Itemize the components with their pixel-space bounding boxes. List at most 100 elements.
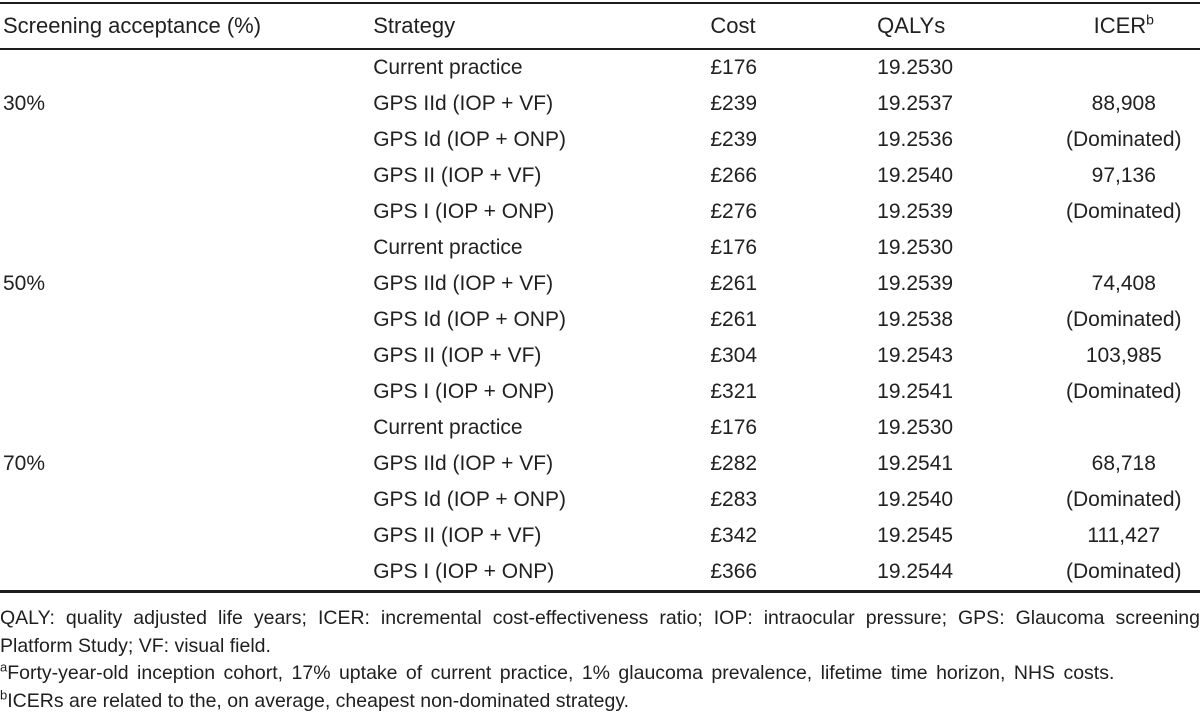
- screening-acceptance-cell: [0, 554, 373, 592]
- table-row: GPS I (IOP + ONP) £366 19.2544 (Dominated): [0, 554, 1200, 592]
- strategy-cell: GPS Id (IOP + ONP): [373, 128, 566, 151]
- table-row: 30% GPS IId (IOP + VF) £239 19.2537 88,908: [0, 86, 1200, 122]
- qalys-cell: 19.2541: [877, 452, 954, 475]
- qalys-cell: 19.2536: [877, 128, 954, 151]
- cost-cell: £261: [710, 308, 758, 331]
- icer-cell: (Dominated): [1066, 128, 1182, 151]
- col-header-icer: ICERb: [1065, 3, 1200, 50]
- qalys-cell: 19.2540: [877, 164, 954, 187]
- qalys-cell: 19.2545: [877, 524, 954, 547]
- icer-cell: [1066, 410, 1200, 446]
- strategy-cell: GPS Id (IOP + ONP): [373, 488, 566, 511]
- strategy-cell: Current practice: [373, 416, 523, 439]
- table-row: GPS II (IOP + VF) £304 19.2543 103,985: [0, 338, 1200, 374]
- qalys-cell: 19.2530: [877, 236, 954, 259]
- screening-acceptance-cell: [0, 230, 373, 266]
- icer-cell: [1066, 49, 1200, 86]
- strategy-cell: Current practice: [373, 236, 523, 259]
- footnote-a-marker: a: [0, 659, 8, 675]
- cost-cell: £342: [710, 524, 758, 547]
- qalys-cell: 19.2540: [877, 488, 954, 511]
- icer-footnote-marker: b: [1146, 11, 1154, 28]
- screening-acceptance-cell: [0, 122, 373, 158]
- cost-cell: £266: [710, 164, 758, 187]
- cost-cell: £176: [710, 56, 758, 79]
- strategy-cell: GPS Id (IOP + ONP): [373, 308, 566, 331]
- screening-acceptance-cell: 70%: [3, 452, 46, 475]
- cost-cell: £239: [710, 92, 758, 115]
- screening-acceptance-cell: [0, 482, 373, 518]
- table-row: GPS I (IOP + ONP) £276 19.2539 (Dominated): [0, 194, 1200, 230]
- footnote-a-text: Forty-year-old inception cohort, 17% upt…: [7, 662, 1115, 684]
- strategy-cell: GPS I (IOP + ONP): [373, 200, 555, 223]
- qalys-cell: 19.2544: [877, 560, 954, 583]
- footnote-a: aForty-year-old inception cohort, 17% up…: [0, 660, 1200, 688]
- strategy-cell: GPS II (IOP + VF): [373, 524, 542, 547]
- cost-cell: £176: [710, 236, 758, 259]
- strategy-cell: GPS IId (IOP + VF): [373, 272, 554, 295]
- qalys-cell: 19.2539: [877, 272, 954, 295]
- footnote-abbreviations: QALY: quality adjusted life years; ICER:…: [0, 607, 1200, 657]
- icer-cell: 68,718: [1091, 452, 1156, 475]
- table-header-row: Screening acceptance (%) Strategy Cost Q…: [0, 3, 1200, 50]
- cost-cell: £321: [710, 380, 758, 403]
- qalys-cell: 19.2538: [877, 308, 954, 331]
- table-row: GPS I (IOP + ONP) £321 19.2541 (Dominated): [0, 374, 1200, 410]
- icer-cell: [1066, 230, 1200, 266]
- col-header-qalys: QALYs: [877, 3, 1066, 50]
- strategy-cell: GPS II (IOP + VF): [373, 344, 542, 367]
- screening-acceptance-cell: [0, 518, 373, 554]
- footnote-b-text: ICERs are related to the, on average, ch…: [7, 689, 630, 712]
- cost-cell: £282: [710, 452, 758, 475]
- icer-cell: (Dominated): [1066, 308, 1182, 331]
- screening-acceptance-cell: [0, 410, 373, 446]
- qalys-cell: 19.2541: [877, 380, 954, 403]
- qalys-cell: 19.2530: [877, 416, 954, 439]
- cost-cell: £304: [710, 344, 758, 367]
- table-row: 70% GPS IId (IOP + VF) £282 19.2541 68,718: [0, 446, 1200, 482]
- strategy-cell: Current practice: [373, 56, 523, 79]
- col-header-strategy: Strategy: [373, 3, 711, 50]
- cost-cell: £176: [710, 416, 758, 439]
- strategy-cell: GPS IId (IOP + VF): [373, 92, 554, 115]
- screening-acceptance-cell: [0, 194, 373, 230]
- screening-acceptance-cell: [0, 338, 373, 374]
- icer-cell: 88,908: [1091, 92, 1156, 115]
- col-header-cost: Cost: [710, 3, 878, 50]
- qalys-cell: 19.2539: [877, 200, 954, 223]
- table-row: GPS II (IOP + VF) £266 19.2540 97,136: [0, 158, 1200, 194]
- footnote-b-marker: b: [0, 687, 8, 702]
- table-row: Current practice £176 19.2530: [0, 230, 1200, 266]
- table-row: 50% GPS IId (IOP + VF) £261 19.2539 74,408: [0, 266, 1200, 302]
- cost-cell: £276: [710, 200, 758, 223]
- cost-cell: £261: [710, 272, 758, 295]
- table-row: GPS Id (IOP + ONP) £261 19.2538 (Dominated): [0, 302, 1200, 338]
- strategy-cell: GPS IId (IOP + VF): [373, 452, 554, 475]
- table-row: Current practice £176 19.2530: [0, 49, 1200, 86]
- icer-cell: 103,985: [1085, 344, 1162, 367]
- strategy-cell: GPS II (IOP + VF): [373, 164, 542, 187]
- qalys-cell: 19.2543: [877, 344, 954, 367]
- screening-acceptance-cell: [0, 49, 373, 86]
- table-row: Current practice £176 19.2530: [0, 410, 1200, 446]
- cost-cell: £366: [710, 560, 758, 583]
- icer-cell: 74,408: [1091, 272, 1156, 295]
- screening-acceptance-cell: [0, 374, 373, 410]
- qalys-cell: 19.2537: [877, 92, 954, 115]
- screening-acceptance-cell: 30%: [3, 92, 46, 115]
- icer-header-label: ICER: [1093, 13, 1147, 38]
- icer-cell: 111,427: [1087, 524, 1161, 547]
- cost-cell: £283: [710, 488, 758, 511]
- strategy-cell: GPS I (IOP + ONP): [373, 380, 555, 403]
- icer-cell: (Dominated): [1066, 380, 1182, 403]
- icer-cell: (Dominated): [1066, 488, 1182, 511]
- table-row: GPS II (IOP + VF) £342 19.2545 111,427: [0, 518, 1200, 554]
- screening-acceptance-cell: [0, 302, 373, 338]
- footnote-b: bICERs are related to the, on average, c…: [0, 688, 1200, 716]
- screening-acceptance-cell: [0, 158, 373, 194]
- qalys-cell: 19.2530: [877, 56, 954, 79]
- col-header-screening-acceptance: Screening acceptance (%): [0, 3, 374, 50]
- table-row: GPS Id (IOP + ONP) £283 19.2540 (Dominated): [0, 482, 1200, 518]
- icer-cell: 97,136: [1091, 164, 1156, 187]
